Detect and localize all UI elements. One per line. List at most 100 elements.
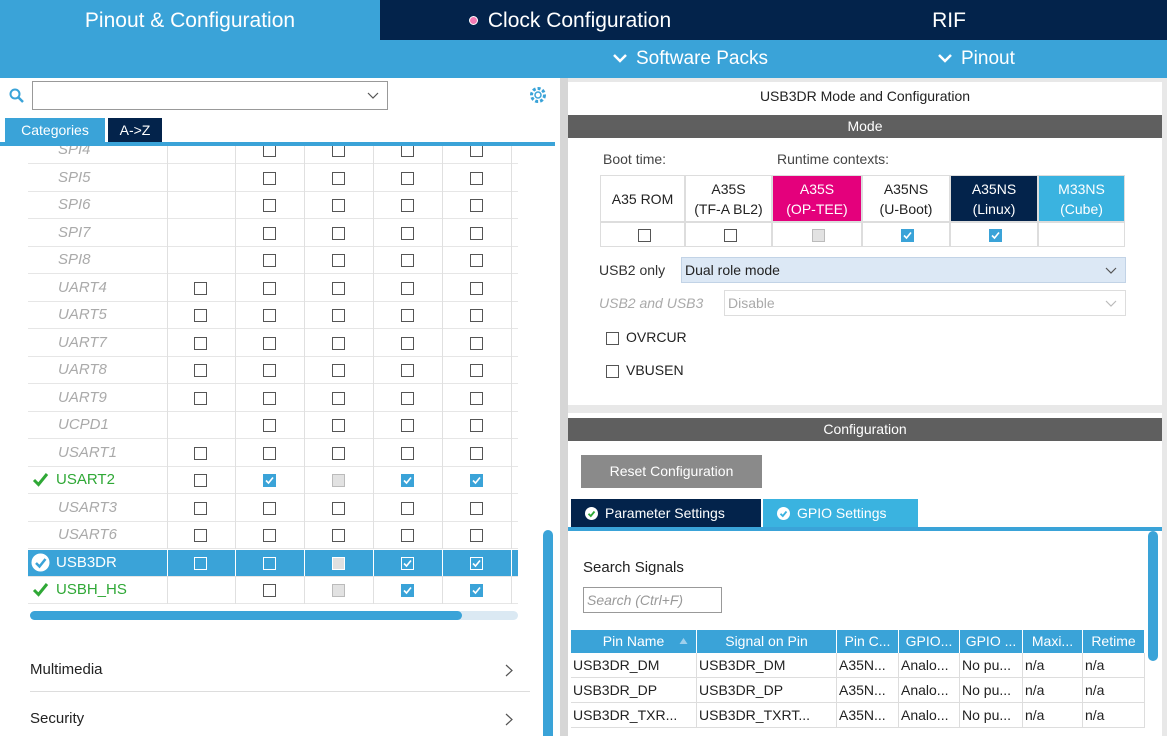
checkbox[interactable]	[263, 474, 276, 487]
checkbox[interactable]	[470, 556, 483, 570]
checkbox[interactable]	[470, 529, 483, 542]
checkbox[interactable]	[401, 254, 414, 267]
checkbox[interactable]	[606, 365, 619, 378]
checkbox[interactable]	[332, 171, 345, 185]
table-header[interactable]: GPIO ...	[960, 630, 1023, 653]
sub-tab[interactable]: Pinout	[935, 40, 1015, 78]
checkbox[interactable]	[332, 529, 345, 542]
peripheral-row[interactable]: UART4	[0, 273, 530, 302]
checkbox[interactable]	[263, 199, 276, 212]
checkbox[interactable]	[332, 336, 345, 350]
peripheral-row[interactable]: UART8	[0, 356, 530, 385]
checkbox[interactable]	[332, 146, 345, 157]
checkbox[interactable]	[263, 419, 276, 432]
category-tab[interactable]: A->Z	[108, 118, 162, 142]
peripheral-row[interactable]: SPI8	[0, 246, 530, 275]
peripheral-row[interactable]: SPI5	[0, 163, 530, 192]
checkbox[interactable]	[470, 501, 483, 515]
peripheral-row[interactable]: UART9	[0, 383, 530, 412]
checkbox[interactable]	[401, 529, 414, 542]
checkbox[interactable]	[401, 446, 414, 460]
hscroll-thumb[interactable]	[30, 611, 462, 620]
search-combo[interactable]	[32, 81, 388, 110]
peripheral-row[interactable]: SPI7	[0, 218, 530, 247]
checkbox[interactable]	[263, 254, 276, 267]
checkbox[interactable]	[470, 146, 483, 157]
peripheral-row[interactable]: UART5	[0, 301, 530, 330]
config-tab[interactable]: GPIO Settings	[763, 499, 918, 527]
checkbox[interactable]	[401, 281, 414, 295]
checkbox[interactable]	[263, 391, 276, 405]
checkbox[interactable]	[194, 446, 207, 460]
checkbox[interactable]	[263, 146, 276, 157]
sub-tab[interactable]: Software Packs	[610, 40, 768, 78]
checkbox[interactable]	[470, 281, 483, 295]
checkbox[interactable]	[332, 281, 345, 295]
checkbox[interactable]	[263, 501, 276, 515]
checkbox[interactable]	[637, 229, 651, 242]
config-tab[interactable]: Parameter Settings	[571, 499, 761, 527]
checkbox[interactable]	[263, 336, 276, 350]
peripheral-row[interactable]: UART7	[0, 328, 530, 357]
category-item[interactable]: Security	[30, 697, 530, 736]
checkbox[interactable]	[470, 309, 483, 322]
checkbox[interactable]	[401, 584, 414, 597]
checkbox[interactable]	[470, 474, 483, 487]
checkbox[interactable]	[470, 391, 483, 405]
reset-button[interactable]: Reset Configuration	[581, 455, 762, 488]
checkbox[interactable]	[194, 391, 207, 405]
vscroll-thumb[interactable]	[543, 530, 553, 736]
category-item[interactable]: Multimedia	[30, 648, 530, 692]
checkbox[interactable]	[332, 254, 345, 267]
checkbox[interactable]	[263, 171, 276, 185]
checkbox[interactable]	[401, 501, 414, 515]
checkbox[interactable]	[401, 391, 414, 405]
peripheral-row[interactable]: USART3	[0, 493, 530, 522]
checkbox[interactable]	[194, 474, 207, 487]
checkbox[interactable]	[470, 226, 483, 240]
checkbox[interactable]	[401, 419, 414, 432]
checkbox[interactable]	[332, 364, 345, 377]
checkbox[interactable]	[401, 171, 414, 185]
checkbox[interactable]	[470, 254, 483, 267]
checkbox[interactable]	[332, 419, 345, 432]
top-tab[interactable]: RIF	[760, 0, 1138, 40]
checkbox[interactable]	[263, 226, 276, 240]
checkbox[interactable]	[723, 229, 737, 242]
checkbox[interactable]	[470, 364, 483, 377]
checkbox[interactable]	[470, 446, 483, 460]
checkbox[interactable]	[470, 171, 483, 185]
table-header[interactable]: Pin C...	[837, 630, 899, 653]
checkbox[interactable]	[401, 226, 414, 240]
checkbox[interactable]	[332, 226, 345, 240]
table-header[interactable]: Pin Name	[571, 630, 697, 653]
checkbox[interactable]	[332, 309, 345, 322]
config-vscroll[interactable]	[1148, 531, 1158, 661]
checkbox[interactable]	[901, 229, 914, 242]
peripheral-row[interactable]: SPI6	[0, 191, 530, 220]
checkbox[interactable]	[332, 501, 345, 515]
peripheral-row[interactable]: USART2	[0, 466, 530, 495]
table-header[interactable]: Signal on Pin	[697, 630, 837, 653]
top-tab[interactable]: Pinout & Configuration	[0, 0, 380, 40]
checkbox[interactable]	[401, 474, 414, 487]
checkbox[interactable]	[263, 446, 276, 460]
select-box[interactable]: Dual role mode	[681, 257, 1126, 283]
checkbox[interactable]	[194, 309, 207, 322]
peripheral-row[interactable]: USART1	[0, 438, 530, 467]
checkbox[interactable]	[263, 281, 276, 295]
checkbox[interactable]	[194, 529, 207, 542]
checkbox[interactable]	[332, 446, 345, 460]
checkbox[interactable]	[606, 332, 619, 345]
table-header[interactable]: Maxi...	[1023, 630, 1083, 653]
checkbox[interactable]	[194, 364, 207, 377]
checkbox[interactable]	[470, 584, 483, 597]
checkbox[interactable]	[401, 556, 414, 570]
checkbox[interactable]	[401, 146, 414, 157]
checkbox[interactable]	[194, 501, 207, 515]
checkbox[interactable]	[989, 229, 1002, 242]
checkbox[interactable]	[470, 199, 483, 212]
checkbox[interactable]	[263, 309, 276, 322]
checkbox[interactable]	[332, 199, 345, 212]
peripheral-row[interactable]: SPI4	[0, 146, 530, 165]
